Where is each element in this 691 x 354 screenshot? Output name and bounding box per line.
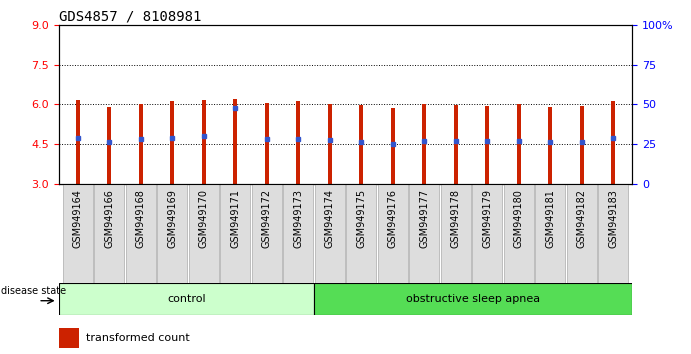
- FancyBboxPatch shape: [472, 184, 502, 283]
- Text: GSM949174: GSM949174: [325, 189, 334, 248]
- Text: GSM949176: GSM949176: [388, 189, 398, 248]
- Text: GSM949166: GSM949166: [104, 189, 114, 248]
- Text: GSM949173: GSM949173: [293, 189, 303, 248]
- Bar: [202, 101, 206, 184]
- Bar: [549, 107, 552, 184]
- Bar: [265, 103, 269, 184]
- FancyBboxPatch shape: [189, 184, 219, 283]
- Text: control: control: [167, 294, 206, 304]
- Text: GSM949183: GSM949183: [608, 189, 618, 248]
- FancyBboxPatch shape: [252, 184, 282, 283]
- FancyBboxPatch shape: [536, 184, 565, 283]
- Text: GSM949171: GSM949171: [230, 189, 240, 248]
- FancyBboxPatch shape: [314, 283, 632, 315]
- Bar: [422, 104, 426, 184]
- Bar: [359, 105, 363, 184]
- Text: GSM949177: GSM949177: [419, 189, 429, 248]
- Bar: [517, 104, 521, 184]
- FancyBboxPatch shape: [59, 283, 314, 315]
- Text: GSM949181: GSM949181: [545, 189, 556, 248]
- Text: disease state: disease state: [1, 286, 66, 296]
- Bar: [485, 106, 489, 184]
- Text: GSM949180: GSM949180: [514, 189, 524, 248]
- Bar: [59, 328, 79, 348]
- FancyBboxPatch shape: [94, 184, 124, 283]
- FancyBboxPatch shape: [567, 184, 597, 283]
- FancyBboxPatch shape: [346, 184, 377, 283]
- Bar: [107, 107, 111, 184]
- Bar: [76, 101, 79, 184]
- Bar: [170, 101, 174, 184]
- FancyBboxPatch shape: [409, 184, 439, 283]
- Bar: [328, 104, 332, 184]
- Text: GSM949178: GSM949178: [451, 189, 461, 248]
- FancyBboxPatch shape: [314, 184, 345, 283]
- FancyBboxPatch shape: [220, 184, 250, 283]
- Bar: [391, 108, 395, 184]
- Text: transformed count: transformed count: [86, 333, 190, 343]
- FancyBboxPatch shape: [441, 184, 471, 283]
- FancyBboxPatch shape: [62, 184, 93, 283]
- Text: GDS4857 / 8108981: GDS4857 / 8108981: [59, 10, 201, 24]
- Text: obstructive sleep apnea: obstructive sleep apnea: [406, 294, 540, 304]
- Bar: [139, 104, 142, 184]
- Text: GSM949170: GSM949170: [199, 189, 209, 248]
- Text: GSM949172: GSM949172: [262, 189, 272, 248]
- Bar: [580, 106, 584, 184]
- FancyBboxPatch shape: [126, 184, 155, 283]
- FancyBboxPatch shape: [157, 184, 187, 283]
- Bar: [234, 98, 237, 184]
- Bar: [612, 101, 615, 184]
- FancyBboxPatch shape: [283, 184, 313, 283]
- Text: GSM949168: GSM949168: [135, 189, 146, 248]
- FancyBboxPatch shape: [504, 184, 534, 283]
- Text: GSM949179: GSM949179: [482, 189, 492, 248]
- Bar: [454, 105, 457, 184]
- Text: GSM949182: GSM949182: [577, 189, 587, 248]
- Text: GSM949164: GSM949164: [73, 189, 83, 248]
- Bar: [296, 101, 300, 184]
- Text: GSM949175: GSM949175: [357, 189, 366, 248]
- Text: GSM949169: GSM949169: [167, 189, 177, 248]
- FancyBboxPatch shape: [598, 184, 629, 283]
- FancyBboxPatch shape: [378, 184, 408, 283]
